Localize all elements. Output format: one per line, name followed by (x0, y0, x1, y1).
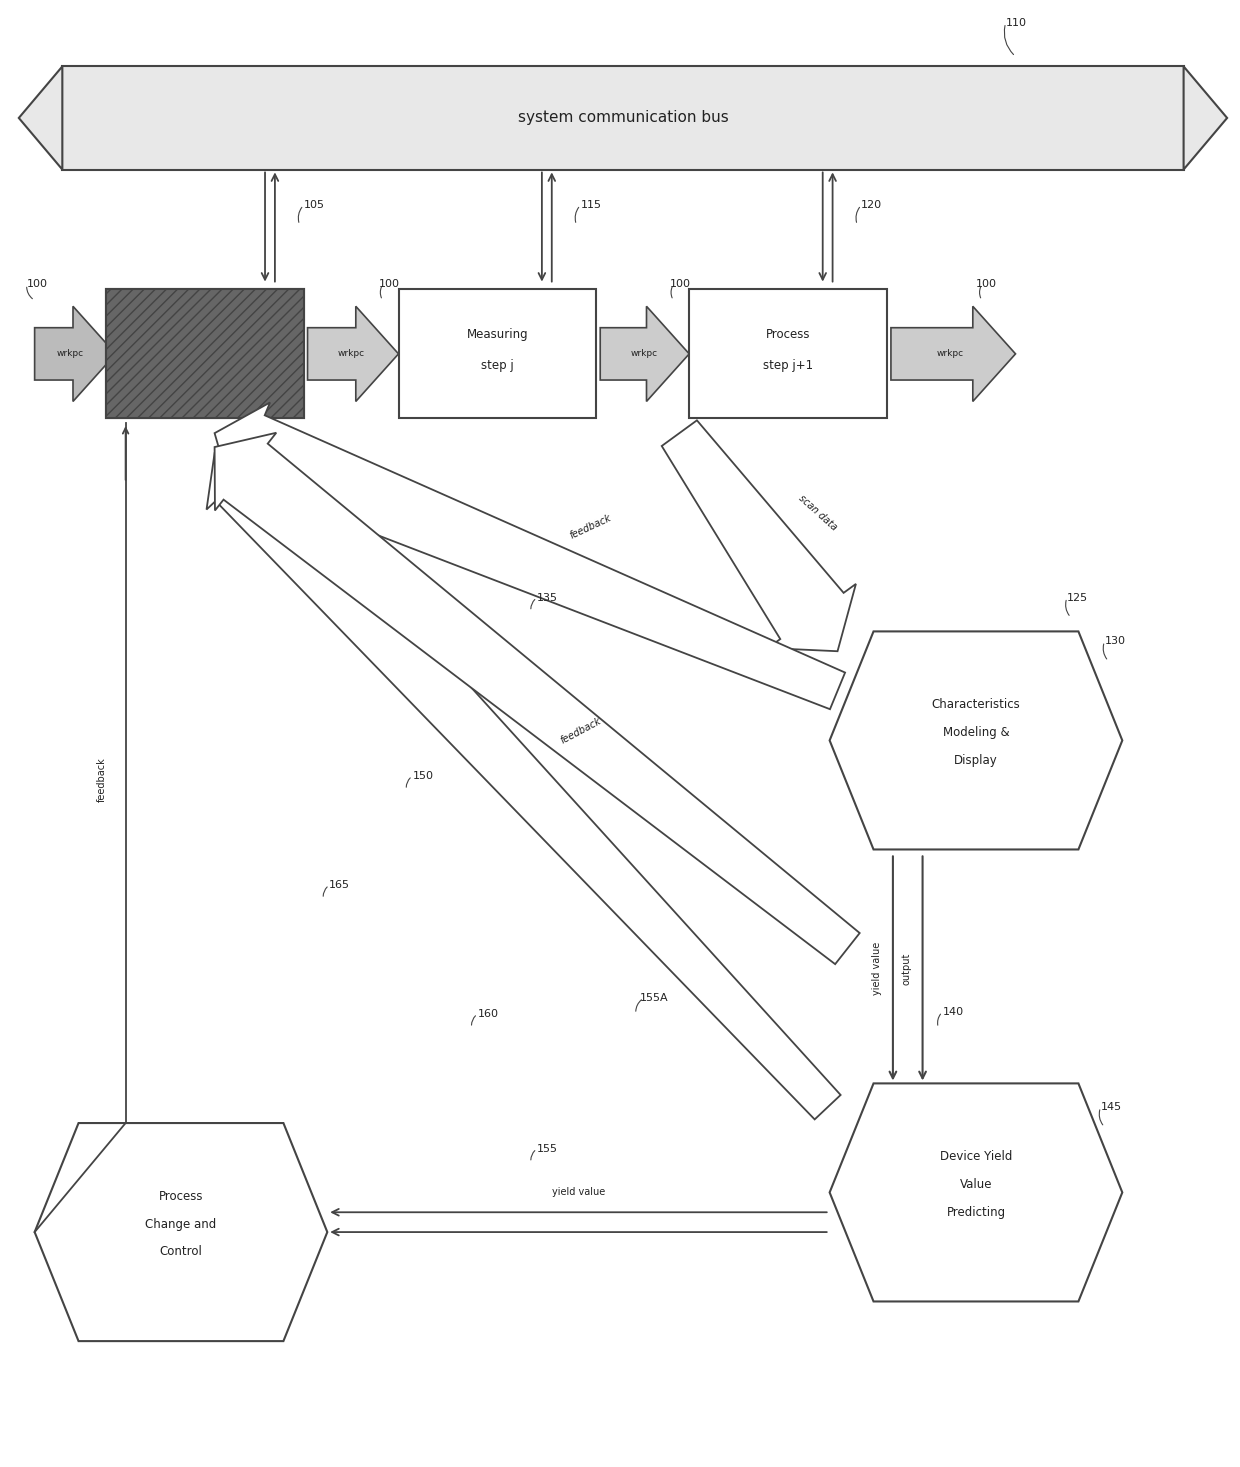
Polygon shape (215, 402, 846, 709)
Text: 145: 145 (1101, 1102, 1122, 1112)
Polygon shape (830, 631, 1122, 849)
Polygon shape (890, 307, 1016, 402)
Text: Measuring: Measuring (466, 327, 528, 340)
Text: wrkpc: wrkpc (337, 349, 365, 358)
Text: Modeling &: Modeling & (942, 726, 1009, 739)
Polygon shape (35, 1124, 327, 1341)
Text: 100: 100 (976, 280, 997, 289)
Text: 155A: 155A (640, 993, 668, 1003)
Text: Device Yield: Device Yield (940, 1150, 1012, 1163)
Text: 135: 135 (537, 593, 558, 603)
Text: Display: Display (954, 754, 998, 767)
Text: 130: 130 (1105, 637, 1126, 647)
Text: 115: 115 (580, 200, 601, 210)
Text: 160: 160 (477, 1009, 498, 1020)
Text: 100: 100 (670, 280, 691, 289)
Polygon shape (1184, 66, 1228, 170)
Polygon shape (662, 421, 856, 651)
Text: yield value: yield value (552, 1187, 605, 1197)
Text: feedback: feedback (558, 716, 603, 745)
Text: Change and: Change and (145, 1218, 217, 1231)
Polygon shape (19, 66, 62, 170)
Text: system communication bus: system communication bus (517, 110, 728, 126)
Text: feedback: feedback (97, 758, 107, 802)
Text: Process: Process (766, 327, 811, 340)
Text: 105: 105 (304, 200, 325, 210)
Text: 125: 125 (1066, 593, 1087, 603)
Text: yield value: yield value (872, 942, 882, 995)
Text: wrkpc: wrkpc (57, 349, 84, 358)
Text: output: output (901, 952, 911, 984)
Bar (398, 289, 596, 418)
Text: 140: 140 (942, 1006, 963, 1017)
Bar (105, 289, 304, 418)
Text: scan data: scan data (796, 493, 839, 533)
Text: wrkpc: wrkpc (936, 349, 963, 358)
Text: Predicting: Predicting (946, 1206, 1006, 1219)
Polygon shape (207, 449, 841, 1119)
Text: 165: 165 (330, 880, 350, 890)
Text: Process: Process (159, 1190, 203, 1203)
Polygon shape (830, 1084, 1122, 1301)
Polygon shape (35, 307, 115, 402)
Text: 150: 150 (413, 772, 433, 780)
Text: 100: 100 (27, 280, 47, 289)
Text: 110: 110 (1006, 18, 1027, 28)
Text: step j: step j (481, 359, 513, 373)
Polygon shape (600, 307, 689, 402)
Polygon shape (308, 307, 398, 402)
Text: 100: 100 (378, 280, 399, 289)
Text: 155: 155 (537, 1144, 558, 1155)
Text: Value: Value (960, 1178, 992, 1191)
Polygon shape (215, 433, 859, 964)
Text: wrkpc: wrkpc (630, 349, 657, 358)
Text: feedback: feedback (568, 512, 613, 540)
Bar (105, 289, 304, 418)
Text: step j+1: step j+1 (763, 359, 813, 373)
Bar (689, 289, 887, 418)
Text: Control: Control (160, 1245, 202, 1259)
Text: Characteristics: Characteristics (931, 698, 1021, 711)
Bar (62, 66, 1184, 170)
Text: 120: 120 (862, 200, 883, 210)
